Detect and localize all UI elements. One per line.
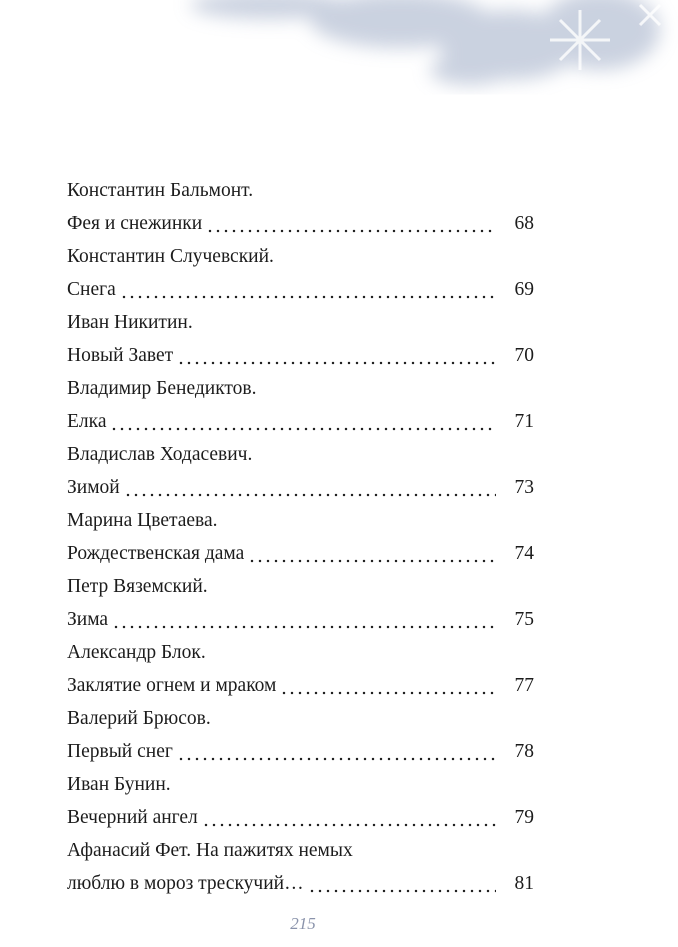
author-line: Владимир Бенедиктов. [67,372,534,405]
page-ref: 68 [514,213,535,234]
title-line: Снега 69 [67,273,534,306]
toc-entry: Петр Вяземский. Зима 75 [67,570,534,636]
author-line: Марина Цветаева. [67,504,534,537]
author: Александр Блок. [67,642,206,663]
title-line: Зима 75 [67,603,534,636]
title: Заклятие огнем и мраком [67,675,277,696]
title: Снега [67,279,116,300]
author: Владимир Бенедиктов. [67,378,257,399]
author-line: Александр Блок. [67,636,534,669]
page-ref: 77 [514,675,535,696]
toc-entry: Иван Никитин. Новый Завет 70 [67,306,534,372]
title: Зимой [67,477,120,498]
toc-entry: Александр Блок. Заклятие огнем и мраком 77 [67,636,534,702]
title: Рождественская дама [67,543,245,564]
title: Первый снег [67,741,173,762]
title: Зима [67,609,109,630]
toc-entry: Валерий Брюсов. Первый снег 78 [67,702,534,768]
toc-entry: Владислав Ходасевич. Зимой 73 [67,438,534,504]
title: люблю в мороз трескучий… [67,873,304,894]
dot-leader [123,471,496,504]
page-ref: 71 [514,411,535,432]
author: Иван Никитин. [67,312,193,333]
dot-leader [177,339,496,372]
author: Марина Цветаева. [67,510,218,531]
page-ref: 69 [514,279,535,300]
table-of-contents: Константин Бальмонт. Фея и снежинки 68 Конс… [67,174,534,900]
author-line: Петр Вяземский. [67,570,534,603]
title-line: Елка 71 [67,405,534,438]
dot-leader [206,207,496,240]
dot-leader [248,537,496,570]
title-line: Заклятие огнем и мраком 77 [67,669,534,702]
decoration [190,0,662,85]
page-ref: 81 [514,873,535,894]
author: Владислав Ходасевич. [67,444,253,465]
dot-leader [176,735,496,768]
dot-leader [119,273,496,306]
title-line: люблю в мороз трескучий… 81 [67,867,534,900]
title-line: Первый снег 78 [67,735,534,768]
author-line: Константин Случевский. [67,240,534,273]
dot-leader [112,603,496,636]
page-ref: 79 [514,807,535,828]
author-line: Иван Никитин. [67,306,534,339]
author-line: Владислав Ходасевич. [67,438,534,471]
page-ref: 73 [514,477,535,498]
toc-entry: Константин Случевский. Снега 69 [67,240,534,306]
author-line: Афанасий Фет. На пажитях немых [67,834,534,867]
toc-entry: Константин Бальмонт. Фея и снежинки 68 [67,174,534,240]
author: Валерий Брюсов. [67,708,211,729]
title-line: Новый Завет 70 [67,339,534,372]
title-line: Рождественская дама 74 [67,537,534,570]
title: Вечерний ангел [67,807,198,828]
author: Петр Вяземский. [67,576,208,597]
toc-entry: Афанасий Фет. На пажитях немых люблю в мо… [67,834,534,900]
author: Иван Бунин. [67,774,171,795]
toc-entry: Владимир Бенедиктов. Елка 71 [67,372,534,438]
author-line: Константин Бальмонт. [67,174,534,207]
title: Елка [67,411,107,432]
page-ref: 75 [514,609,535,630]
author-line: Иван Бунин. [67,768,534,801]
title: Новый Завет [67,345,174,366]
page-ref: 70 [514,345,535,366]
author-line: Валерий Брюсов. [67,702,534,735]
dot-leader [307,867,496,900]
page-number: 215 [290,914,316,933]
author: Константин Бальмонт. [67,180,254,201]
toc-entry: Марина Цветаева. Рождественская дама 74 [67,504,534,570]
dot-leader [280,669,496,702]
page-ref: 78 [514,741,535,762]
title: Фея и снежинки [67,213,203,234]
toc-entry: Иван Бунин. Вечерний ангел 79 [67,768,534,834]
author: Константин Случевский. [67,246,274,267]
title-line: Зимой 73 [67,471,534,504]
dot-leader [201,801,496,834]
dot-leader [110,405,496,438]
page-ref: 74 [514,543,535,564]
title-line: Вечерний ангел 79 [67,801,534,834]
title-line: Фея и снежинки 68 [67,207,534,240]
author: Афанасий Фет. На пажитях немых [67,840,353,861]
